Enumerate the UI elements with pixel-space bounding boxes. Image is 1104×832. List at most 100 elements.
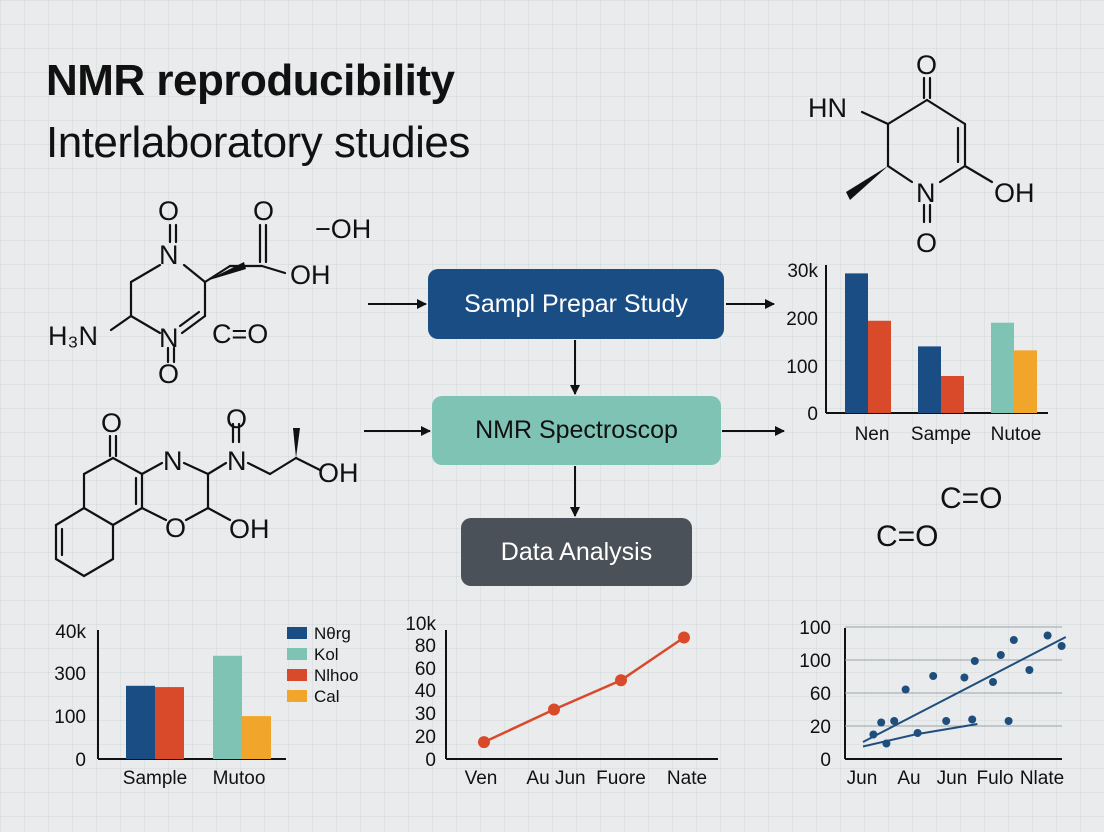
data-point [996, 651, 1005, 659]
flow-step-sample-preparation[interactable]: Sampl Prepar Study [428, 269, 724, 339]
atom-n-top: N [159, 240, 179, 270]
legend-swatch [287, 669, 307, 681]
wedge-bond-3 [846, 166, 888, 200]
y-tick-label: 30 [415, 704, 436, 725]
flow-step-nmr-spectroscopy[interactable]: NMR Spectroscop [432, 396, 721, 465]
atom-o-bottom: O [158, 359, 179, 389]
atom-o-ketone: O [101, 408, 122, 438]
y-tick-label: 0 [820, 750, 831, 771]
y-tick-label: 10k [405, 614, 436, 635]
bar-chart-bottom-left: 0 100 300 40k Sample Mutoo Nθrg Kol Nlhoo Cal [54, 622, 358, 789]
legend-label: Kol [314, 645, 339, 664]
bar [868, 320, 891, 413]
x-tick-label: Nlate [1020, 768, 1064, 789]
data-point [678, 631, 690, 644]
data-point [1057, 642, 1066, 650]
molecule-1-labels: O O −OH N OH H₃N N C=O O [48, 196, 371, 389]
data-point [548, 703, 560, 716]
atom-n-bottom: N [159, 323, 179, 353]
data-point [942, 717, 951, 725]
atom-n2: N [227, 446, 247, 476]
atom-o-top1: O [158, 196, 179, 226]
scatter-chart: 0 20 60 100 100 Jun Au Jun Fulo Nlate [799, 618, 1067, 789]
page-title: NMR reproducibility [46, 56, 455, 105]
atom-hn: HN [808, 93, 847, 123]
legend-label: Nθrg [314, 624, 351, 643]
bar [918, 346, 941, 413]
atom-o-ring: O [165, 513, 186, 543]
y-tick-label: 0 [425, 750, 436, 771]
bar [1014, 350, 1037, 413]
x-tick-label: Ven [465, 768, 498, 789]
atom-oh-right: OH [318, 458, 359, 488]
y-tick-label: 0 [807, 404, 818, 425]
bar [155, 687, 184, 759]
x-tick-label: Sampe [911, 424, 971, 445]
data-point [901, 685, 910, 694]
bar [242, 716, 271, 759]
bar [941, 376, 964, 413]
series-line [483, 636, 685, 744]
y-tick-label: 200 [786, 309, 818, 330]
page-subtitle: Interlaboratory studies [46, 118, 470, 167]
free-carbonyl-2: C=O [876, 520, 939, 553]
x-tick-label: Nate [667, 768, 707, 789]
x-tick-label: Nutoe [991, 424, 1042, 445]
atom-oh-side: −OH [315, 214, 371, 244]
data-point [615, 674, 627, 687]
y-tick-label: 100 [54, 707, 86, 728]
atom-o-top: O [226, 404, 247, 434]
atom-n: N [916, 178, 936, 208]
bar-chart-top-right: 0 100 200 30k Nen Sampe Nutoe [786, 261, 1048, 445]
molecule-3 [860, 76, 994, 224]
atom-co: C=O [212, 319, 268, 349]
bar [991, 322, 1014, 413]
molecule-3-labels: O HN N OH O [808, 50, 1035, 258]
wedge-bond-1 [206, 262, 246, 281]
molecule-1 [109, 223, 287, 364]
data-point [968, 715, 977, 724]
trend-line [862, 636, 1067, 743]
data-point [960, 673, 969, 682]
y-tick-label: 80 [415, 636, 436, 657]
data-point [970, 657, 979, 665]
y-tick-label: 300 [54, 664, 86, 685]
x-tick-label: Jun [847, 768, 878, 789]
flow-arrows [364, 299, 785, 517]
legend-swatch [287, 648, 307, 660]
molecule-2-labels: O N O N OH O OH [101, 404, 359, 544]
free-carbonyl-1: C=O [940, 482, 1003, 515]
atom-h3n: H₃N [48, 321, 98, 351]
atom-oh: OH [994, 178, 1035, 208]
data-point [913, 729, 922, 737]
atom-oh: OH [290, 260, 331, 290]
data-point [1004, 717, 1013, 725]
data-point [478, 736, 490, 749]
atom-o-bottom: O [916, 228, 937, 258]
y-tick-label: 30k [787, 261, 818, 282]
bar [213, 655, 242, 759]
y-tick-label: 60 [415, 659, 436, 680]
x-tick-label: Nen [855, 424, 890, 445]
x-tick-label: Jun [937, 768, 968, 789]
data-point [877, 718, 886, 727]
x-tick-label: Sample [123, 768, 187, 789]
atom-o-top: O [916, 50, 937, 80]
legend-swatch [287, 627, 307, 639]
bar [126, 685, 155, 759]
x-tick-label: Mutoo [213, 768, 266, 789]
data-point [869, 730, 878, 739]
flow-step-data-analysis[interactable]: Data Analysis [461, 518, 692, 586]
legend-label: Cal [314, 687, 340, 706]
y-tick-label: 100 [799, 651, 831, 672]
legend-swatch [287, 690, 307, 702]
y-tick-label: 100 [799, 618, 831, 639]
atom-o-top2: O [253, 196, 274, 226]
molecule-2 [54, 422, 322, 578]
y-tick-label: 100 [786, 357, 818, 378]
data-point [1043, 631, 1052, 640]
legend-label: Nlhoo [314, 666, 358, 685]
data-point [882, 739, 891, 748]
x-tick-label: Fuore [596, 768, 646, 789]
